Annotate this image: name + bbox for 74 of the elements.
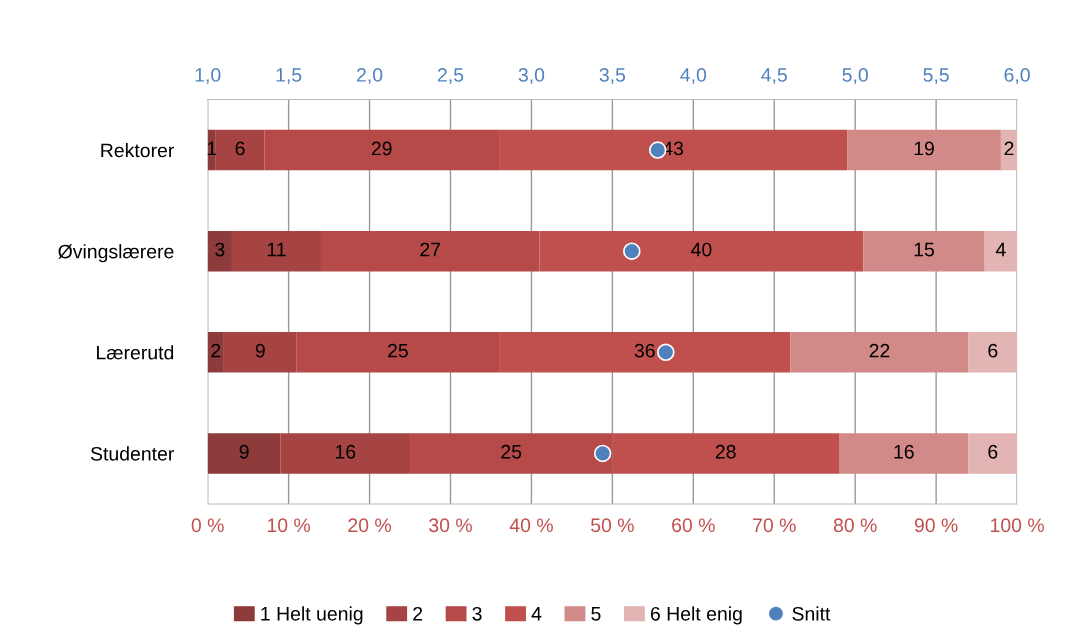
- data-label: 2: [1004, 141, 1014, 156]
- x2-tick-label: 1,5: [276, 68, 302, 85]
- x-tick-label: 30 %: [429, 518, 472, 533]
- bar: [790, 332, 969, 373]
- data-label: 2: [211, 343, 221, 358]
- data-label: 15: [914, 242, 934, 257]
- data-label: 9: [239, 444, 249, 459]
- x-tick-label: 40 %: [509, 518, 553, 533]
- x2-tick-label: 5,5: [923, 68, 949, 85]
- bar: [215, 129, 265, 171]
- x2-tick-label: 1,0: [195, 68, 221, 85]
- bar: [280, 433, 411, 474]
- y-tick-label: Rektorer: [101, 143, 175, 158]
- x-tick-label: 100 %: [990, 518, 1044, 533]
- bar: [231, 230, 321, 272]
- x-tick-label: 20 %: [348, 518, 392, 533]
- data-label: 36: [634, 343, 655, 358]
- bar: [847, 129, 1001, 171]
- x2-tick-label: 2,5: [437, 68, 464, 85]
- data-label: 6: [988, 343, 998, 358]
- data-label: 16: [335, 444, 356, 459]
- data-label: 25: [501, 444, 522, 459]
- bar: [223, 332, 297, 373]
- data-label: 16: [894, 444, 914, 459]
- y-tick-label: Studenter: [90, 446, 175, 461]
- y-tick-label: Lærerutd: [97, 345, 174, 360]
- bar: [863, 230, 985, 272]
- x2-tick-label: 6,0: [1004, 68, 1030, 85]
- data-label: 22: [869, 343, 890, 358]
- bar: [968, 433, 1018, 474]
- x2-tick-label: 3,0: [518, 68, 545, 85]
- bar: [207, 332, 224, 373]
- data-label: 6: [235, 141, 245, 156]
- data-label: 25: [388, 343, 408, 358]
- bar: [207, 230, 232, 272]
- x2-tick-label: 4,5: [761, 68, 787, 85]
- legend-label: 5: [591, 607, 601, 621]
- data-label: 27: [420, 242, 441, 257]
- x2-tick-label: 5,0: [842, 68, 868, 85]
- x-tick-label: 10 %: [267, 518, 311, 533]
- legend-label: Snitt: [792, 606, 831, 621]
- x2-tick-label: 4,0: [680, 68, 707, 85]
- x-tick-label: 90 %: [914, 518, 958, 533]
- x2-tick-label: 2,0: [357, 68, 383, 85]
- data-label: 28: [715, 444, 736, 459]
- point: [648, 141, 667, 159]
- data-label: 4: [995, 242, 1006, 257]
- x-tick-label: 60 %: [672, 518, 715, 533]
- x-tick-label: 50 %: [590, 518, 634, 533]
- data-label: 3: [215, 242, 225, 257]
- data-label: 40: [691, 242, 712, 257]
- x-tick-label: 70 %: [753, 518, 796, 533]
- data-label: 19: [914, 141, 934, 156]
- bar: [968, 332, 1018, 373]
- legend-label: 4: [531, 607, 542, 621]
- legend-label: 6 Helt enig: [650, 606, 742, 625]
- legend-label: 2: [413, 606, 423, 621]
- x2-tick-label: 3,5: [599, 68, 626, 85]
- x-tick-label: 0 %: [191, 518, 224, 533]
- bar: [207, 433, 281, 474]
- legend-label: 1 Helt uenig: [261, 606, 363, 625]
- bar: [984, 230, 1018, 272]
- point: [593, 444, 612, 463]
- bar: [839, 433, 969, 474]
- data-label: 29: [371, 141, 392, 156]
- legend-label: 3: [472, 606, 482, 621]
- data-label: 6: [988, 444, 998, 459]
- data-label: 11: [267, 242, 286, 257]
- data-label: 9: [255, 343, 265, 358]
- y-tick-label: Øvingslærere: [58, 244, 174, 263]
- point: [623, 242, 641, 260]
- bar: [1000, 129, 1018, 171]
- x-tick-label: 80 %: [833, 518, 877, 533]
- point: [657, 343, 675, 362]
